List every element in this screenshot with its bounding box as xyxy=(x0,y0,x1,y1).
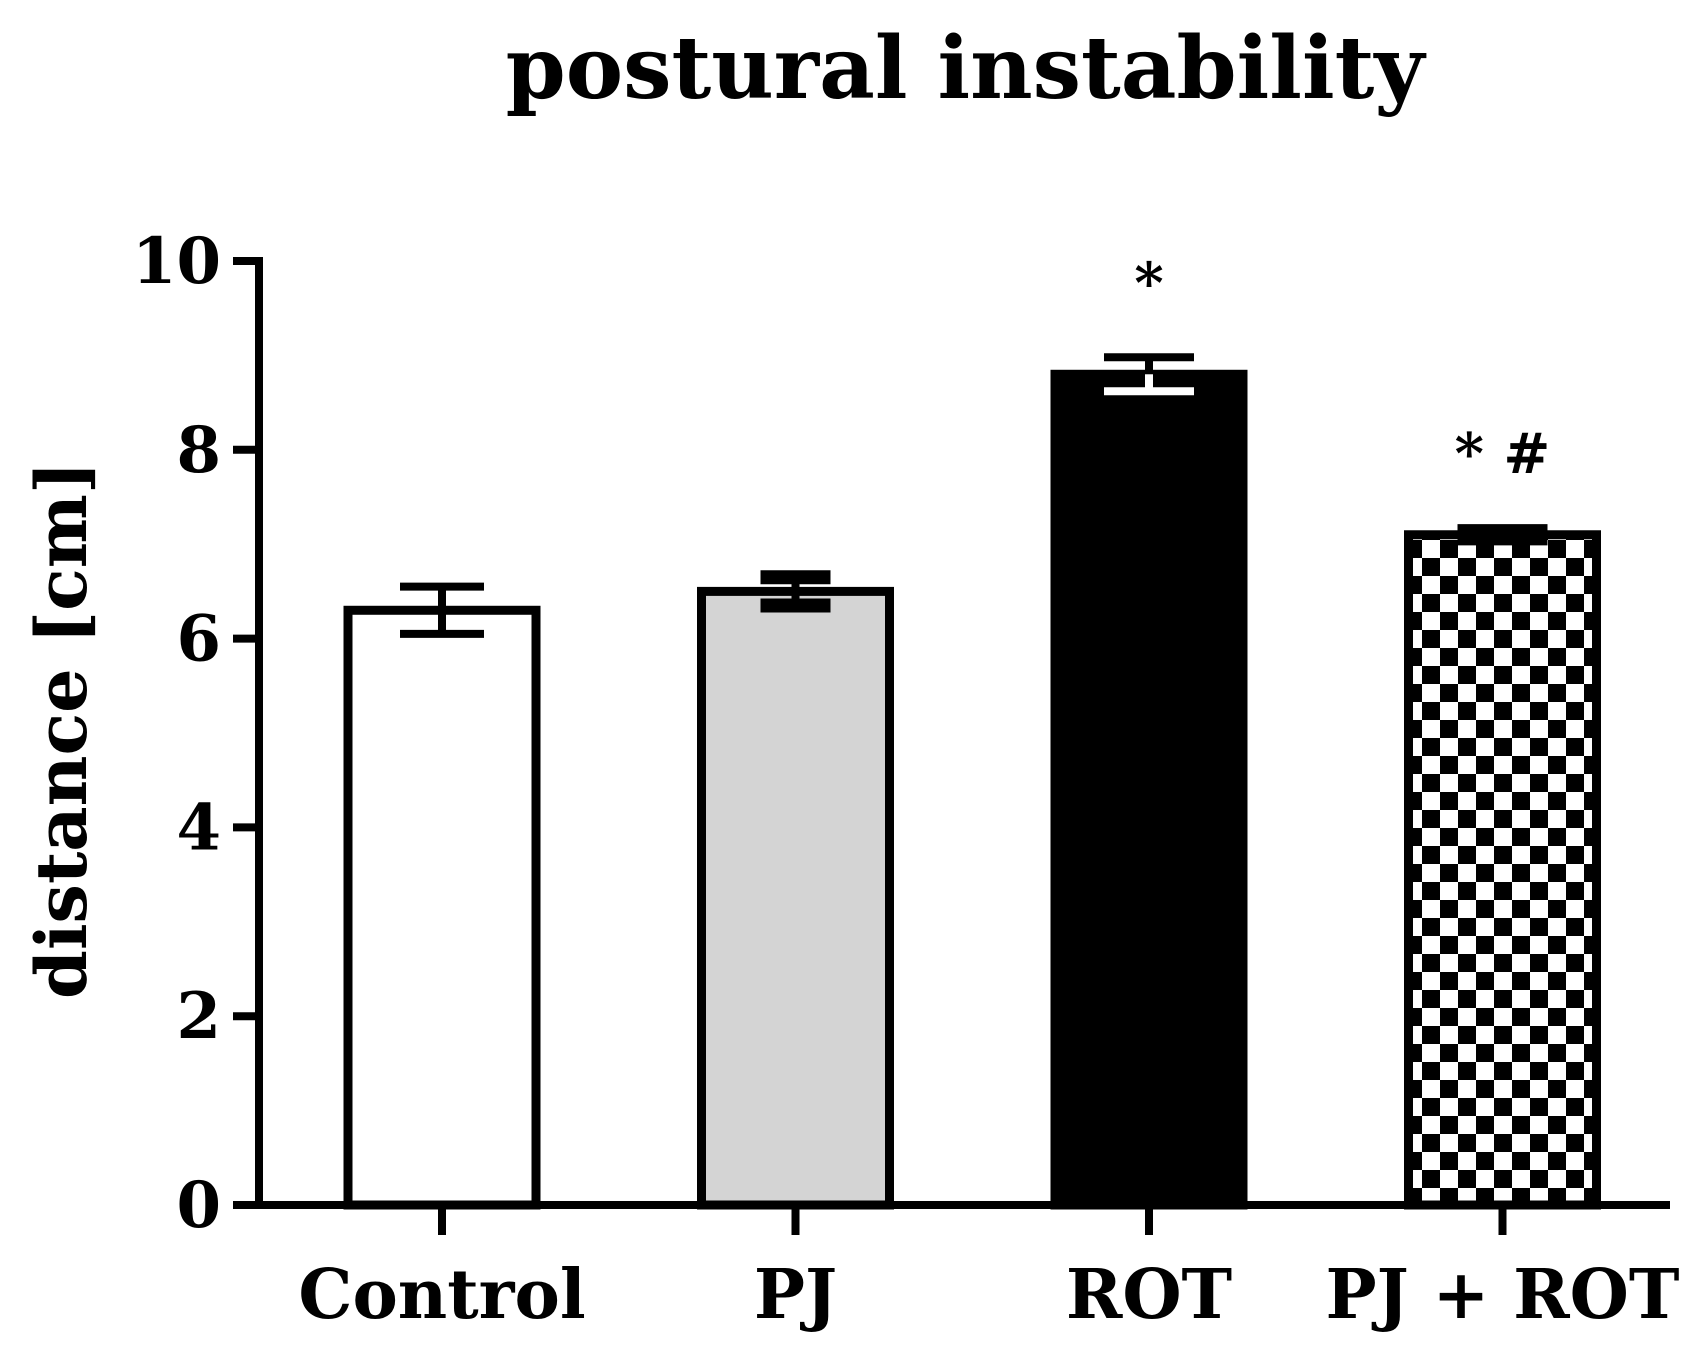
y-tick-label: 6 xyxy=(176,602,221,677)
y-tick-label: 0 xyxy=(176,1168,221,1243)
chart-title: postural instability xyxy=(506,18,1428,119)
bar-rot xyxy=(1050,369,1248,1210)
bar-pj xyxy=(697,586,894,1210)
significance-label: * # xyxy=(1455,421,1551,487)
x-tick-label: ROT xyxy=(1066,1255,1232,1335)
bar-control xyxy=(343,605,541,1210)
y-tick-label: 2 xyxy=(176,979,221,1054)
y-tick-label: 4 xyxy=(176,790,221,865)
x-axis-ticks: Control PJ ROT PJ + ROT xyxy=(298,1205,1679,1335)
x-tick-label: PJ + ROT xyxy=(1326,1255,1680,1335)
y-axis-label: distance [cm] xyxy=(20,461,103,999)
x-tick-label: PJ xyxy=(754,1255,837,1335)
y-axis-ticks: 0 2 4 6 8 10 xyxy=(132,224,259,1243)
y-tick-label: 8 xyxy=(176,413,221,488)
bars: * * # xyxy=(343,250,1601,1210)
y-tick-label: 10 xyxy=(132,224,221,299)
significance-label: * xyxy=(1134,250,1163,316)
x-tick-label: Control xyxy=(298,1255,585,1335)
bar-pj-rot xyxy=(1404,530,1601,1210)
